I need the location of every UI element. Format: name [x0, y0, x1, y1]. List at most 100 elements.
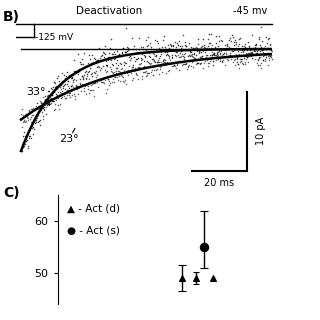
Point — [237, 36, 242, 41]
Point — [50, 99, 55, 104]
Point — [153, 54, 158, 59]
Point — [116, 53, 121, 58]
Point — [58, 87, 63, 92]
Point — [132, 51, 137, 56]
Point — [183, 61, 188, 66]
Point — [83, 82, 88, 87]
Point — [243, 44, 248, 49]
Point — [46, 89, 51, 94]
Point — [121, 79, 126, 84]
Point — [156, 56, 161, 61]
Point — [160, 44, 165, 49]
Point — [204, 53, 209, 58]
Point — [161, 34, 166, 39]
Point — [107, 56, 112, 61]
Point — [189, 58, 195, 63]
Point — [240, 60, 245, 65]
Point — [250, 45, 255, 50]
Point — [220, 58, 225, 63]
Text: -45 mv: -45 mv — [233, 6, 267, 16]
Point — [79, 73, 84, 78]
Point — [218, 56, 223, 61]
Point — [169, 44, 174, 49]
Point — [64, 70, 69, 75]
Point — [22, 134, 27, 139]
Point — [127, 47, 132, 52]
Point — [41, 114, 46, 119]
Point — [28, 133, 33, 138]
Point — [128, 71, 133, 76]
Point — [123, 81, 128, 86]
Point — [204, 57, 210, 62]
Point — [129, 35, 134, 40]
Point — [247, 47, 252, 52]
Point — [207, 32, 212, 37]
Point — [216, 34, 221, 39]
Point — [244, 50, 249, 55]
Point — [127, 68, 132, 73]
Point — [49, 96, 54, 101]
Text: ▲ - Act (d): ▲ - Act (d) — [67, 204, 120, 214]
Point — [203, 45, 208, 51]
Point — [27, 108, 32, 114]
Point — [175, 40, 180, 45]
Point — [234, 45, 239, 50]
Point — [174, 50, 180, 55]
Point — [40, 100, 45, 105]
Point — [143, 37, 148, 43]
Point — [172, 48, 177, 53]
Point — [250, 46, 255, 52]
Point — [96, 57, 101, 62]
Point — [251, 52, 256, 57]
Point — [47, 100, 52, 106]
Point — [205, 37, 211, 42]
Point — [37, 107, 42, 112]
Point — [158, 64, 163, 69]
Point — [239, 47, 244, 52]
Point — [44, 94, 50, 99]
Point — [168, 57, 173, 62]
Point — [224, 51, 229, 56]
Point — [160, 37, 165, 43]
Point — [221, 48, 226, 53]
Point — [183, 43, 188, 48]
Point — [174, 65, 179, 70]
Point — [166, 42, 171, 47]
Point — [78, 59, 83, 64]
Point — [190, 46, 195, 51]
Point — [268, 53, 273, 58]
Point — [222, 54, 227, 59]
Point — [246, 45, 252, 50]
Point — [202, 60, 207, 65]
Point — [268, 54, 273, 59]
Point — [95, 84, 100, 89]
Point — [237, 46, 242, 51]
Point — [212, 52, 217, 57]
Point — [92, 55, 97, 60]
Point — [169, 56, 174, 61]
Point — [91, 60, 96, 65]
Point — [212, 45, 217, 51]
Point — [249, 51, 254, 56]
Point — [47, 102, 52, 107]
Point — [243, 57, 248, 62]
Point — [260, 39, 265, 44]
Point — [39, 104, 44, 109]
Point — [186, 64, 191, 69]
Point — [48, 86, 53, 91]
Point — [113, 68, 118, 74]
Point — [47, 101, 52, 106]
Point — [99, 54, 104, 59]
Point — [111, 80, 116, 85]
Point — [158, 53, 163, 58]
Point — [135, 51, 140, 56]
Point — [34, 116, 39, 121]
Point — [269, 48, 275, 53]
Point — [20, 119, 26, 124]
Point — [101, 55, 107, 60]
Point — [94, 58, 99, 63]
Point — [172, 39, 178, 44]
Point — [187, 57, 192, 62]
Point — [54, 95, 59, 100]
Point — [36, 109, 42, 115]
